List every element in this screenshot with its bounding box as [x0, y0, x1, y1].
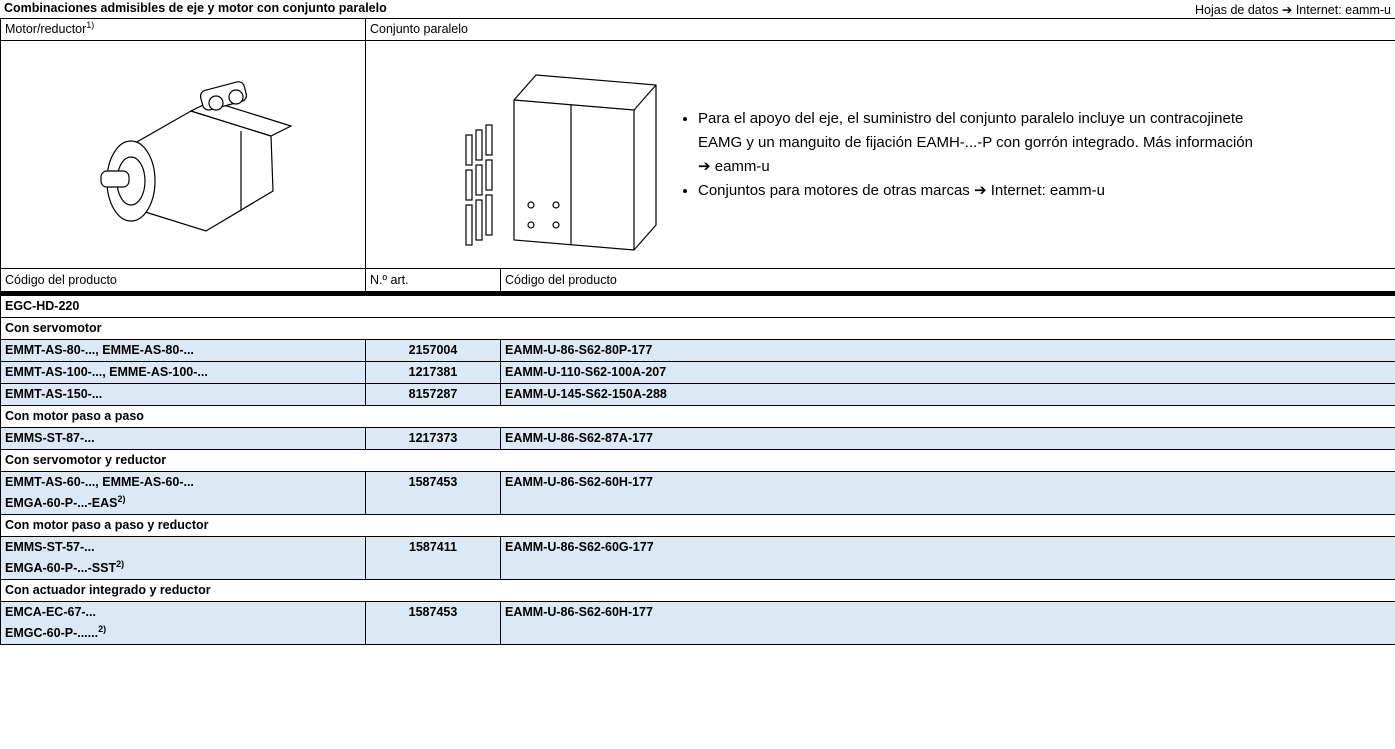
bullet-list: Para el apoyo del eje, el suministro del…	[676, 107, 1258, 203]
motor-code: EMCA-EC-67-...	[5, 605, 96, 619]
motor-line: EMGA-60-P-...-EAS2)	[5, 493, 361, 514]
column-header: Motor/reductor1)	[0, 18, 366, 41]
motor-line: EMMT-AS-80-..., EMME-AS-80-...	[5, 341, 361, 361]
motor-image	[100, 81, 293, 232]
assembly-cell: Para el apoyo del eje, el suministro del…	[365, 40, 1395, 269]
motor-cell: EMCA-EC-67-... EMGC-60-P-......2)	[0, 601, 366, 645]
part-number: 1587453	[365, 471, 501, 515]
motor-line: EMGA-60-P-...-SST2)	[5, 558, 361, 579]
product-code: EAMM-U-110-S62-100A-207	[500, 361, 1395, 384]
group-row: Con servomotor y reductor	[0, 449, 1395, 472]
column-header-text: Conjunto paralelo	[370, 22, 468, 36]
motor-line: EMMT-AS-100-..., EMME-AS-100-...	[5, 363, 361, 383]
motor-line: EMMT-AS-150-...	[5, 385, 361, 405]
motor-code: EMMT-AS-150-...	[5, 387, 103, 401]
combination-table: Motor/reductor1) Conjunto paralelo	[0, 18, 1395, 645]
subheader: N.º art.	[365, 268, 501, 296]
part-number: 2157004	[365, 339, 501, 362]
motor-line: EMGC-60-P-......2)	[5, 623, 361, 644]
group-title: Con actuador integrado y reductor	[0, 579, 1395, 602]
part-number: 1587453	[365, 601, 501, 645]
motor-cell: EMMS-ST-57-... EMGA-60-P-...-SST2)	[0, 536, 366, 580]
data-row: EMMT-AS-80-..., EMME-AS-80-... 2157004 EAM…	[0, 339, 1395, 362]
product-code: EAMM-U-86-S62-60H-177	[500, 601, 1395, 645]
motor-cell: EMMT-AS-60-..., EMME-AS-60-... EMGA-60-P-…	[0, 471, 366, 515]
part-number: 8157287	[365, 383, 501, 406]
datasheet-link: Hojas de datos ➔ Internet: eamm-u	[1195, 3, 1391, 17]
data-row: EMMS-ST-57-... EMGA-60-P-...-SST2) 1587411…	[0, 536, 1395, 580]
data-row: EMMT-AS-100-..., EMME-AS-100-... 1217381 E…	[0, 361, 1395, 384]
table-body: Motor/reductor1) Conjunto paralelo	[0, 18, 1395, 645]
part-number: 1217381	[365, 361, 501, 384]
motor-line: EMCA-EC-67-...	[5, 603, 361, 624]
subheader: Código del producto	[0, 268, 366, 296]
screws	[465, 123, 493, 246]
assembly-image	[465, 73, 657, 251]
group-title: Con servomotor y reductor	[0, 449, 1395, 472]
motor-image-cell	[0, 40, 366, 269]
part-number: 1587411	[365, 536, 501, 580]
title: Combinaciones admisibles de eje y motor …	[4, 1, 387, 15]
footnote-mark: 2)	[98, 623, 107, 634]
bullet: Para el apoyo del eje, el suministro del…	[698, 107, 1258, 179]
motor-code: EMGA-60-P-...-SST	[5, 561, 117, 575]
data-row: EMCA-EC-67-... EMGC-60-P-......2) 1587453 E…	[0, 601, 1395, 645]
product-code: EAMM-U-86-S62-80P-177	[500, 339, 1395, 362]
subheader-row: Código del producto N.º art. Código del …	[0, 268, 1395, 296]
column-header-row: Motor/reductor1) Conjunto paralelo	[0, 18, 1395, 41]
motor-cell: EMMT-AS-80-..., EMME-AS-80-...	[0, 339, 366, 362]
motor-code: EMMS-ST-57-...	[5, 540, 95, 554]
data-row: EMMS-ST-87-... 1217373 EAMM-U-86-S62-87A-1…	[0, 427, 1395, 450]
column-header-text: Motor/reductor	[5, 22, 87, 36]
product-code: EAMM-U-86-S62-60G-177	[500, 536, 1395, 580]
group-row: Con motor paso a paso	[0, 405, 1395, 428]
image-row: Para el apoyo del eje, el suministro del…	[0, 40, 1395, 269]
group-title: Con motor paso a paso y reductor	[0, 514, 1395, 537]
footnote-mark: 2)	[117, 493, 126, 504]
footnote-mark: 1)	[86, 19, 95, 30]
motor-code: EMGA-60-P-...-EAS	[5, 496, 118, 510]
group-row: Con motor paso a paso y reductor	[0, 514, 1395, 537]
motor-code: EMMT-AS-60-..., EMME-AS-60-...	[5, 475, 194, 489]
motor-cell: EMMS-ST-87-...	[0, 427, 366, 450]
group-title: Con motor paso a paso	[0, 405, 1395, 428]
product-code: EAMM-U-86-S62-87A-177	[500, 427, 1395, 450]
group-row: Con actuador integrado y reductor	[0, 579, 1395, 602]
product-code: EAMM-U-86-S62-60H-177	[500, 471, 1395, 515]
motor-code: EMMS-ST-87-...	[5, 431, 95, 445]
motor-cell: EMMT-AS-150-...	[0, 383, 366, 406]
motor-line: EMMT-AS-60-..., EMME-AS-60-...	[5, 473, 361, 494]
motor-code: EMMT-AS-100-..., EMME-AS-100-...	[5, 365, 208, 379]
motor-code: EMGC-60-P-......	[5, 626, 99, 640]
motor-code: EMMT-AS-80-..., EMME-AS-80-...	[5, 343, 194, 357]
column-header: Conjunto paralelo	[365, 18, 1395, 41]
motor-cell: EMMT-AS-100-..., EMME-AS-100-...	[0, 361, 366, 384]
group-title: Con servomotor	[0, 317, 1395, 340]
data-row: EMMT-AS-150-... 8157287 EAMM-U-145-S62-150…	[0, 383, 1395, 406]
motor-line: EMMS-ST-57-...	[5, 538, 361, 559]
axis-row: EGC-HD-220	[0, 293, 1395, 318]
footnote-mark: 2)	[116, 558, 125, 569]
subheader: Código del producto	[500, 268, 1395, 296]
bullet: Conjuntos para motores de otras marcas ➔…	[698, 179, 1258, 203]
part-number: 1217373	[365, 427, 501, 450]
group-row: Con servomotor	[0, 317, 1395, 340]
assembly-content: Para el apoyo del eje, el suministro del…	[367, 45, 1395, 265]
motor-line: EMMS-ST-87-...	[5, 429, 361, 449]
product-code: EAMM-U-145-S62-150A-288	[500, 383, 1395, 406]
axis-name: EGC-HD-220	[0, 293, 1395, 318]
data-row: EMMT-AS-60-..., EMME-AS-60-... EMGA-60-P-…	[0, 471, 1395, 515]
